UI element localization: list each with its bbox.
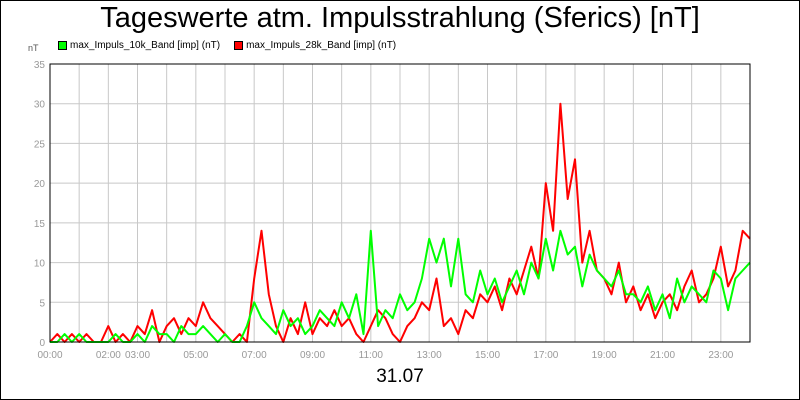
x-tick-label: 23:00 (708, 350, 733, 361)
plot-border (49, 63, 751, 343)
legend-swatch-28k (234, 40, 244, 50)
chart-legend: max_Impuls_10k_Band [imp] (nT) max_Impul… (58, 38, 410, 52)
x-tick-label: 00:00 (37, 350, 62, 361)
y-tick-label: 25 (34, 139, 46, 150)
y-tick-label: 35 (34, 60, 46, 71)
y-tick-label: 5 (39, 298, 45, 309)
y-tick-label: 0 (39, 338, 45, 349)
legend-entry-28k: max_Impuls_28k_Band [imp] (nT) (234, 40, 396, 51)
x-tick-label: 15:00 (475, 350, 500, 361)
x-tick-label: 03:00 (125, 350, 150, 361)
y-tick-label: 20 (34, 179, 46, 190)
y-axis-unit: nT (28, 43, 39, 53)
date-label: 31.07 (376, 366, 424, 387)
y-tick-label: 15 (34, 219, 46, 230)
legend-label-28k: max_Impuls_28k_Band [imp] (nT) (246, 39, 397, 51)
y-tick-label: 30 (34, 100, 46, 111)
x-tick-label: 17:00 (533, 350, 558, 361)
y-tick-label: 10 (34, 259, 46, 270)
x-tick-label: 09:00 (300, 350, 325, 361)
x-tick-label: 07:00 (242, 350, 267, 361)
legend-entry-10k: max_Impuls_10k_Band [imp] (nT) (58, 40, 220, 51)
x-tick-label: 19:00 (592, 350, 617, 361)
legend-label-10k: max_Impuls_10k_Band [imp] (nT) (70, 39, 221, 51)
x-tick-label: 13:00 (417, 350, 442, 361)
legend-swatch-10k (58, 40, 67, 50)
chart-title: Tageswerte atm. Impulsstrahlung (Sferics… (100, 2, 700, 34)
x-tick-label: 05:00 (183, 350, 208, 361)
series-line-10k (50, 229, 751, 343)
x-tick-label: 11:00 (359, 350, 384, 361)
x-tick-label: 02:00 (96, 350, 121, 361)
x-tick-label: 21:00 (650, 350, 675, 361)
